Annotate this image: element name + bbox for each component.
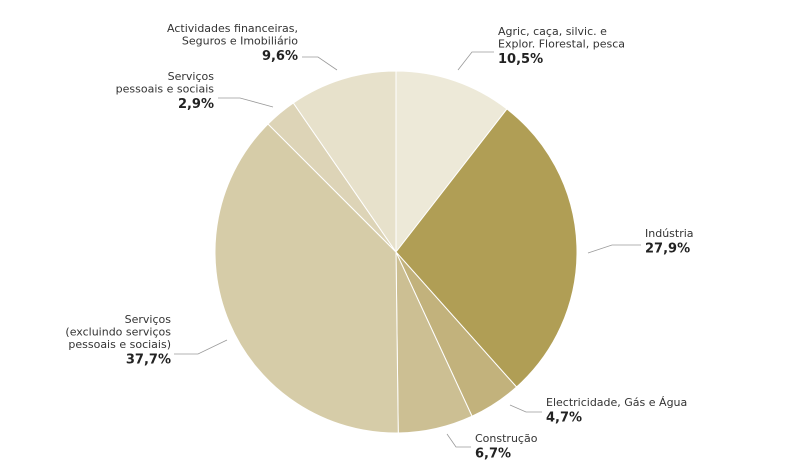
leader-line-2: [509, 404, 542, 413]
leader-line-4: [174, 339, 228, 355]
slice-value-label-2: 4,7%: [546, 411, 582, 426]
slice-label-5-line-1: pessoais e sociais: [116, 83, 215, 96]
slice-value-label-4: 37,7%: [126, 353, 171, 368]
slice-value-label-6: 9,6%: [262, 49, 298, 64]
slice-label-0-line-0: Agric, caça, silvic. e: [498, 25, 607, 38]
pie-slice-0: [395, 70, 508, 254]
slice-label-5-line-0: Serviços: [168, 70, 215, 83]
leader-line-0: [457, 51, 494, 71]
leader-lines: [174, 51, 641, 448]
slice-value-label-5: 2,9%: [178, 97, 214, 112]
slice-value-label-3: 6,7%: [475, 447, 511, 462]
slice-label-4-line-0: Serviços: [125, 313, 172, 326]
leader-line-6: [302, 56, 338, 71]
leader-line-1: [587, 244, 641, 254]
slice-value-label-0: 10,5%: [498, 52, 543, 67]
pie-slice-6: [292, 70, 397, 254]
slice-label-6-line-1: Seguros e Imobiliário: [182, 35, 298, 48]
leader-line-3: [446, 433, 471, 448]
slice-label-3-line-0: Construção: [475, 432, 538, 445]
slice-label-2-line-0: Electricidade, Gás e Água: [546, 396, 687, 409]
slice-value-label-1: 27,9%: [645, 242, 690, 257]
slice-label-4-line-1: (excluindo serviços: [65, 326, 171, 339]
leader-line-5: [218, 97, 274, 108]
pie-slice-4: [214, 123, 399, 434]
pie-slices: [214, 70, 578, 434]
slice-label-0-line-1: Explor. Florestal, pesca: [498, 38, 625, 51]
pie-slice-1: [395, 108, 578, 388]
slice-label-6-line-0: Actividades financeiras,: [167, 22, 298, 35]
slice-label-1-line-0: Indústria: [645, 227, 694, 240]
slice-label-4-line-2: pessoais e sociais): [68, 338, 171, 351]
